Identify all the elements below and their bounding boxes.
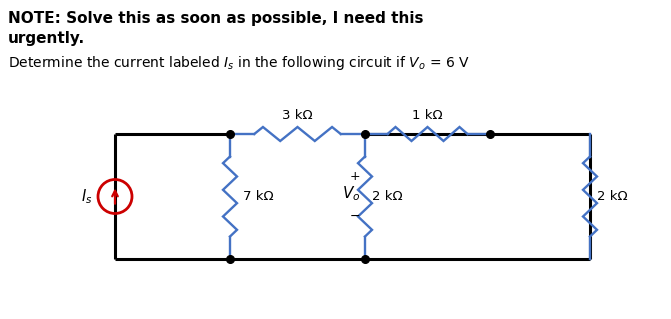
Text: 1 kΩ: 1 kΩ	[412, 109, 443, 122]
Text: 2 kΩ: 2 kΩ	[372, 190, 403, 203]
Text: $V_o$: $V_o$	[342, 184, 360, 203]
Text: $I_s$: $I_s$	[81, 187, 92, 206]
Text: NOTE: Solve this as soon as possible, I need this: NOTE: Solve this as soon as possible, I …	[8, 11, 423, 26]
Text: 7 kΩ: 7 kΩ	[243, 190, 274, 203]
Text: +: +	[350, 170, 360, 183]
Text: urgently.: urgently.	[8, 31, 85, 46]
Text: 2 kΩ: 2 kΩ	[597, 190, 627, 203]
Text: 3 kΩ: 3 kΩ	[282, 109, 313, 122]
Text: Determine the current labeled $I_s$ in the following circuit if $V_o$ = 6 V: Determine the current labeled $I_s$ in t…	[8, 54, 470, 72]
Text: −: −	[350, 210, 360, 223]
